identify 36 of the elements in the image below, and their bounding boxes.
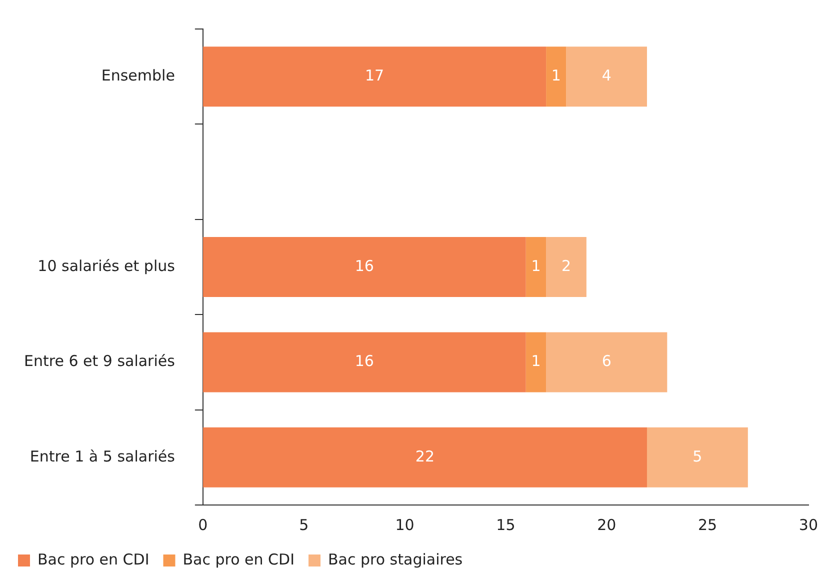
data-label: 16 bbox=[354, 256, 374, 275]
data-label: 4 bbox=[602, 66, 612, 84]
y-tick-label: Entre 1 à 5 salariés bbox=[30, 447, 176, 466]
bar bbox=[646, 427, 748, 488]
bar bbox=[202, 332, 526, 392]
legend-label: Bac pro stagiaires bbox=[328, 550, 463, 568]
bar bbox=[202, 427, 647, 488]
bar bbox=[202, 237, 526, 297]
data-label: 6 bbox=[602, 352, 612, 370]
x-tick-label: 25 bbox=[698, 516, 718, 534]
y-tick-label: 10 salariés et plus bbox=[38, 256, 176, 275]
data-label: 17 bbox=[364, 66, 384, 84]
data-label: 5 bbox=[692, 447, 702, 466]
bar bbox=[546, 46, 566, 107]
bar bbox=[526, 237, 546, 297]
bar bbox=[566, 46, 647, 107]
x-tick-label: 0 bbox=[198, 516, 208, 534]
x-tick-label: 5 bbox=[299, 516, 309, 534]
bar bbox=[546, 237, 586, 297]
legend-label: Bac pro en CDI bbox=[38, 550, 150, 568]
legend-label: Bac pro en CDI bbox=[182, 550, 295, 568]
data-label: 1 bbox=[531, 352, 541, 370]
data-label: 1 bbox=[551, 66, 561, 84]
bar bbox=[546, 332, 668, 392]
data-label: 1 bbox=[531, 256, 541, 275]
bar bbox=[202, 46, 546, 107]
data-label: 22 bbox=[415, 447, 435, 466]
x-tick-label: 10 bbox=[395, 516, 414, 534]
x-tick-label: 15 bbox=[496, 516, 516, 534]
bar bbox=[526, 332, 546, 392]
y-tick-label: Entre 6 et 9 salariés bbox=[24, 352, 176, 370]
x-tick-label: 30 bbox=[798, 516, 818, 534]
x-tick-label: 20 bbox=[597, 516, 616, 534]
data-label: 16 bbox=[354, 352, 374, 370]
data-label: 2 bbox=[561, 256, 572, 275]
y-tick-label: Ensemble bbox=[101, 66, 175, 84]
